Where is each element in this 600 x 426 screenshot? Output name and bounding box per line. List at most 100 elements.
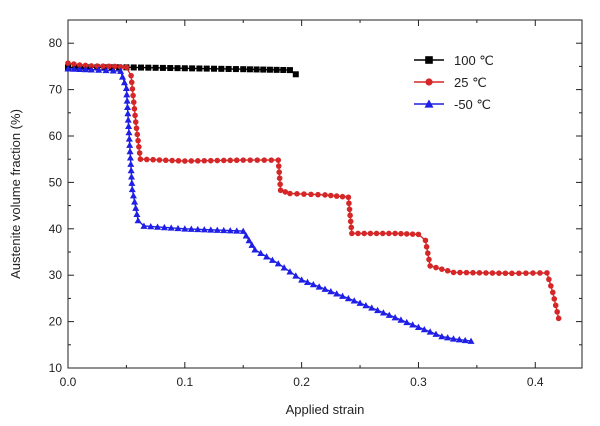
data-point <box>154 223 162 230</box>
data-point <box>347 218 354 225</box>
data-point <box>457 269 463 276</box>
x-tick-label: 0.1 <box>176 375 193 389</box>
data-point <box>248 241 256 248</box>
legend-marker <box>425 78 433 86</box>
data-point <box>277 187 284 194</box>
y-axis-title: Austenite volume fraction (%) <box>8 109 23 279</box>
data-point <box>150 156 156 163</box>
plot-frame <box>67 19 583 369</box>
data-point <box>379 309 387 316</box>
data-point <box>132 119 139 125</box>
data-point <box>147 222 155 230</box>
data-point <box>286 67 293 74</box>
data-point <box>438 332 446 340</box>
legend-marker <box>425 56 433 64</box>
data-point <box>76 62 83 68</box>
legend-label: 100 ℃ <box>454 53 494 68</box>
data-point <box>367 230 374 237</box>
data-point <box>461 336 469 344</box>
y-tick-label: 10 <box>49 361 63 375</box>
data-point <box>128 173 136 180</box>
data-point <box>246 66 253 73</box>
data-point <box>502 270 509 277</box>
data-point <box>132 112 138 119</box>
data-point <box>548 283 554 289</box>
data-point <box>162 157 169 164</box>
data-point <box>128 179 136 186</box>
data-point <box>333 193 340 199</box>
data-point <box>82 62 89 69</box>
data-point <box>309 280 317 288</box>
data-point <box>433 264 439 271</box>
data-point <box>275 163 282 169</box>
data-point <box>374 306 382 314</box>
data-point <box>347 212 353 219</box>
data-point <box>203 65 210 72</box>
data-point <box>132 204 140 211</box>
data-point <box>169 157 175 164</box>
data-point <box>126 147 134 155</box>
data-point <box>109 67 117 74</box>
data-point <box>398 230 404 237</box>
data-point <box>266 66 273 73</box>
data-point <box>167 224 175 231</box>
data-point <box>414 323 422 330</box>
data-point <box>130 99 137 105</box>
y-tick-label: 70 <box>49 83 63 97</box>
axes-group: 0.0 0.1 0.2 0.3 0.4 10 20 30 40 50 60 70 80 <box>49 19 583 389</box>
data-point <box>315 283 323 290</box>
data-point <box>65 60 71 66</box>
data-point <box>444 267 451 274</box>
data-point <box>552 302 559 309</box>
data-point <box>124 103 132 110</box>
data-point <box>194 225 202 233</box>
data-point <box>322 192 328 198</box>
data-point <box>292 71 299 78</box>
series-group <box>64 60 562 344</box>
data-point <box>119 73 127 80</box>
data-point <box>71 61 77 67</box>
data-point <box>277 181 283 188</box>
data-point <box>130 64 137 71</box>
data-point <box>181 65 188 72</box>
data-point <box>135 137 141 144</box>
data-point <box>268 157 275 163</box>
data-point <box>549 289 556 296</box>
y-tick-label: 20 <box>49 315 63 329</box>
data-point <box>100 63 106 69</box>
data-point <box>339 193 346 200</box>
data-point <box>273 66 280 73</box>
data-point <box>126 154 134 161</box>
data-point <box>82 65 90 73</box>
data-point <box>214 157 221 164</box>
data-point <box>450 335 457 342</box>
data-point <box>276 175 283 182</box>
data-point <box>476 270 483 276</box>
data-point <box>201 157 208 164</box>
data-point <box>301 191 307 197</box>
data-point <box>239 227 247 234</box>
data-point <box>280 66 287 73</box>
data-point <box>455 336 463 343</box>
data-point <box>129 192 137 199</box>
data-point <box>489 270 496 276</box>
data-point <box>546 276 552 283</box>
data-point <box>356 299 364 306</box>
data-point <box>87 66 95 73</box>
data-point <box>321 285 329 292</box>
data-point <box>308 191 314 198</box>
data-point <box>123 97 131 104</box>
data-point <box>134 131 141 138</box>
data-point <box>187 225 195 232</box>
data-point <box>123 91 131 98</box>
data-point <box>348 224 355 231</box>
data-point <box>275 157 282 163</box>
data-point <box>189 65 196 72</box>
data-point <box>344 294 352 302</box>
data-point <box>439 266 445 272</box>
data-point <box>415 231 422 238</box>
data-point <box>125 122 133 129</box>
data-point <box>156 157 163 163</box>
data-point <box>355 230 361 237</box>
